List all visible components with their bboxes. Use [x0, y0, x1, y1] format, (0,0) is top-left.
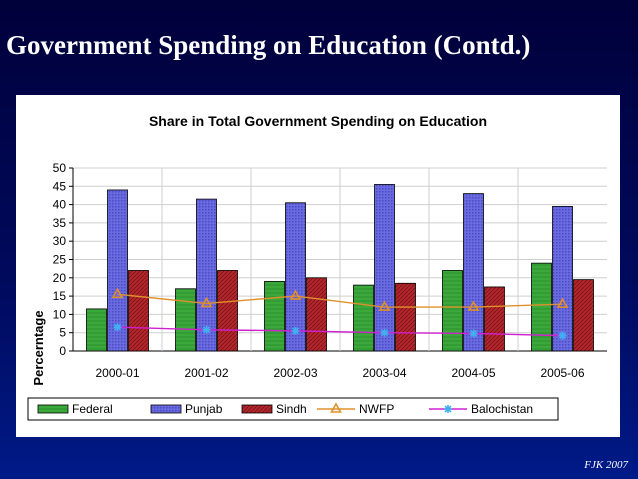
bar-federal [442, 270, 463, 352]
line-nwfp [117, 293, 563, 308]
bar-federal [264, 281, 285, 352]
marker-nwfp [111, 287, 124, 299]
bar-sindh [484, 286, 505, 352]
bar-federal [353, 284, 374, 352]
legend-swatch-punjab [150, 404, 182, 414]
legend-swatch-federal [37, 404, 69, 414]
bar-punjab [196, 198, 217, 352]
x-tick-label: 2001-02 [184, 366, 228, 380]
marker-nwfp [200, 296, 213, 308]
y-tick-label: 25 [53, 253, 67, 267]
legend-label-balochistan: Balochistan [471, 402, 533, 416]
bar-punjab [285, 202, 306, 352]
bar-sindh [217, 270, 238, 352]
x-tick-label: 2004-05 [451, 366, 495, 380]
bar-federal [86, 308, 107, 352]
bar-federal [531, 262, 552, 352]
slide-title: Government Spending on Education (Contd.… [6, 30, 531, 60]
bar-sindh [573, 279, 594, 352]
y-tick-label: 5 [59, 326, 66, 340]
y-tick-labels: 0 5 10 15 20 25 30 35 40 45 50 [53, 161, 67, 358]
marker-balochistan [202, 325, 211, 334]
chart-svg: Share in Total Government Spending on Ed… [27, 113, 607, 421]
marker-nwfp [556, 297, 569, 308]
chart-panel: Share in Total Government Spending on Ed… [16, 95, 620, 437]
legend-swatch-sindh [241, 404, 273, 414]
marker-balochistan [469, 329, 478, 338]
legend-label-punjab: Punjab [185, 402, 223, 416]
bar-punjab [374, 184, 395, 352]
legend-label-federal: Federal [72, 402, 113, 416]
x-tick-labels: 2000-01 2001-02 2002-03 2003-04 2004-05 2005-… [95, 366, 584, 380]
y-tick-label: 30 [53, 234, 67, 248]
marker-balochistan [291, 326, 300, 335]
chart-title: Share in Total Government Spending on Ed… [149, 113, 487, 129]
bar-sindh [128, 270, 149, 352]
bar-sindh [306, 277, 327, 352]
y-tick-label: 15 [53, 289, 67, 303]
legend-label-sindh: Sindh [276, 402, 307, 416]
footer-credit: FJK 2007 [584, 459, 628, 471]
y-tick-label: 0 [59, 344, 66, 358]
x-tick-label: 2000-01 [95, 366, 139, 380]
marker-balochistan [380, 328, 389, 337]
line-layer [111, 287, 569, 340]
bar-punjab [552, 206, 573, 352]
y-tick-label: 40 [53, 198, 67, 212]
bar-punjab [463, 193, 484, 352]
x-tick-label: 2003-04 [362, 366, 406, 380]
marker-nwfp [330, 402, 342, 413]
marker-balochistan [113, 323, 122, 332]
y-tick-label: 20 [53, 271, 67, 285]
bar-punjab [107, 189, 128, 352]
marker-nwfp [378, 300, 391, 311]
marker-nwfp [289, 289, 302, 300]
bar-federal [175, 288, 196, 352]
y-tick-label: 45 [53, 179, 67, 193]
x-tick-label: 2005-06 [540, 366, 584, 380]
grid-layer [69, 167, 607, 352]
marker-balochistan [444, 405, 452, 413]
marker-balochistan [558, 331, 567, 340]
y-tick-label: 50 [53, 161, 67, 175]
marker-nwfp [467, 300, 480, 311]
bar-sindh [395, 282, 416, 352]
y-axis-label: Percerntage [31, 310, 46, 385]
legend-label-nwfp: NWFP [359, 402, 394, 416]
y-tick-label: 10 [53, 307, 67, 321]
y-tick-label: 35 [53, 216, 67, 230]
legend-box [27, 397, 559, 421]
x-tick-label: 2002-03 [273, 366, 317, 380]
line-balochistan [117, 326, 563, 337]
legend: Federal Punjab Sindh NWFP Balochistan [27, 397, 559, 421]
